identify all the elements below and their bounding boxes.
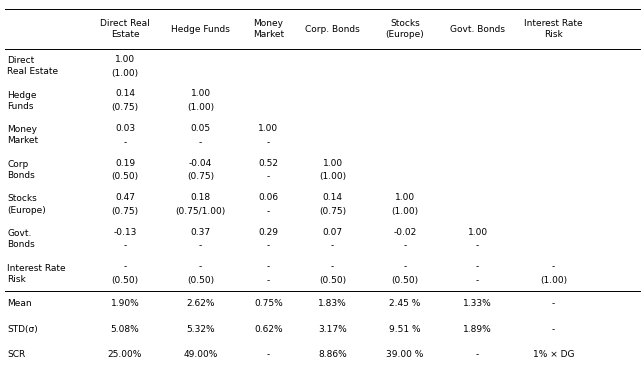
Text: Govt.
Bonds: Govt. Bonds [7,229,35,249]
Text: -: - [552,299,555,308]
Text: Direct Real
Estate: Direct Real Estate [100,19,150,39]
Text: 0.19: 0.19 [115,159,135,168]
Text: 0.18: 0.18 [190,193,211,202]
Text: -: - [552,262,555,271]
Text: 0.03: 0.03 [115,124,135,133]
Text: Money
Market: Money Market [253,19,284,39]
Text: Interest Rate
Risk: Interest Rate Risk [7,264,65,284]
Text: (1.00): (1.00) [187,103,214,112]
Text: -: - [123,138,127,147]
Text: 1% × DG: 1% × DG [533,350,574,359]
Text: Money
Market: Money Market [7,125,38,146]
Text: 1.00: 1.00 [467,228,488,237]
Text: -: - [267,276,270,285]
Text: (0.75): (0.75) [112,207,138,216]
Text: 0.47: 0.47 [115,193,135,202]
Text: -: - [267,172,270,181]
Text: 5.32%: 5.32% [187,325,215,334]
Text: (0.50): (0.50) [112,172,138,181]
Text: 0.14: 0.14 [115,89,135,99]
Text: -: - [123,241,127,250]
Text: 2.62%: 2.62% [187,299,215,308]
Text: -: - [199,138,203,147]
Text: -: - [267,241,270,250]
Text: 0.05: 0.05 [190,124,211,133]
Text: 1.00: 1.00 [322,159,343,168]
Text: -0.13: -0.13 [113,228,137,237]
Text: STD(σ): STD(σ) [7,325,38,334]
Text: 2.45 %: 2.45 % [390,299,420,308]
Text: -: - [476,350,479,359]
Text: 1.00: 1.00 [395,193,415,202]
Text: -: - [267,138,270,147]
Text: -: - [476,241,479,250]
Text: 0.52: 0.52 [258,159,278,168]
Text: 39.00 %: 39.00 % [387,350,424,359]
Text: -: - [199,262,203,271]
Text: 0.06: 0.06 [258,193,278,202]
Text: 25.00%: 25.00% [108,350,142,359]
Text: -: - [403,262,407,271]
Text: -: - [267,262,270,271]
Text: -: - [476,276,479,285]
Text: -: - [403,241,407,250]
Text: (0.50): (0.50) [319,276,346,285]
Text: 0.75%: 0.75% [254,299,283,308]
Text: 1.00: 1.00 [190,89,211,99]
Text: Direct
Real Estate: Direct Real Estate [7,56,58,76]
Text: Stocks
(Europe): Stocks (Europe) [386,19,424,39]
Text: 0.37: 0.37 [190,228,211,237]
Text: (0.75): (0.75) [187,172,214,181]
Text: 49.00%: 49.00% [183,350,218,359]
Text: (0.75): (0.75) [319,207,346,216]
Text: (1.00): (1.00) [392,207,419,216]
Text: 1.83%: 1.83% [319,299,347,308]
Text: (1.00): (1.00) [112,68,138,77]
Text: 0.07: 0.07 [322,228,343,237]
Text: -0.02: -0.02 [394,228,417,237]
Text: (0.75): (0.75) [112,103,138,112]
Text: -: - [123,262,127,271]
Text: Corp. Bonds: Corp. Bonds [305,25,360,33]
Text: 1.33%: 1.33% [463,299,492,308]
Text: 1.90%: 1.90% [111,299,139,308]
Text: -: - [267,350,270,359]
Text: (0.50): (0.50) [392,276,419,285]
Text: (0.50): (0.50) [112,276,138,285]
Text: -: - [552,325,555,334]
Text: 9.51 %: 9.51 % [389,325,421,334]
Text: 5.08%: 5.08% [111,325,139,334]
Text: SCR: SCR [7,350,25,359]
Text: -0.04: -0.04 [189,159,212,168]
Text: 0.29: 0.29 [258,228,278,237]
Text: Hedge Funds: Hedge Funds [171,25,230,33]
Text: 1.89%: 1.89% [463,325,492,334]
Text: 1.00: 1.00 [258,124,278,133]
Text: (0.50): (0.50) [187,276,214,285]
Text: -: - [199,241,203,250]
Text: Stocks
(Europe): Stocks (Europe) [7,194,46,215]
Text: Hedge
Funds: Hedge Funds [7,91,37,111]
Text: 0.14: 0.14 [322,193,343,202]
Text: 8.86%: 8.86% [319,350,347,359]
Text: 1.00: 1.00 [115,55,135,64]
Text: 0.62%: 0.62% [254,325,283,334]
Text: (1.00): (1.00) [540,276,567,285]
Text: Corp
Bonds: Corp Bonds [7,160,35,180]
Text: Interest Rate
Risk: Interest Rate Risk [524,19,583,39]
Text: -: - [331,262,335,271]
Text: 3.17%: 3.17% [319,325,347,334]
Text: (0.75/1.00): (0.75/1.00) [176,207,226,216]
Text: -: - [476,262,479,271]
Text: -: - [331,241,335,250]
Text: Mean: Mean [7,299,31,308]
Text: (1.00): (1.00) [319,172,346,181]
Text: Govt. Bonds: Govt. Bonds [450,25,505,33]
Text: -: - [267,207,270,216]
